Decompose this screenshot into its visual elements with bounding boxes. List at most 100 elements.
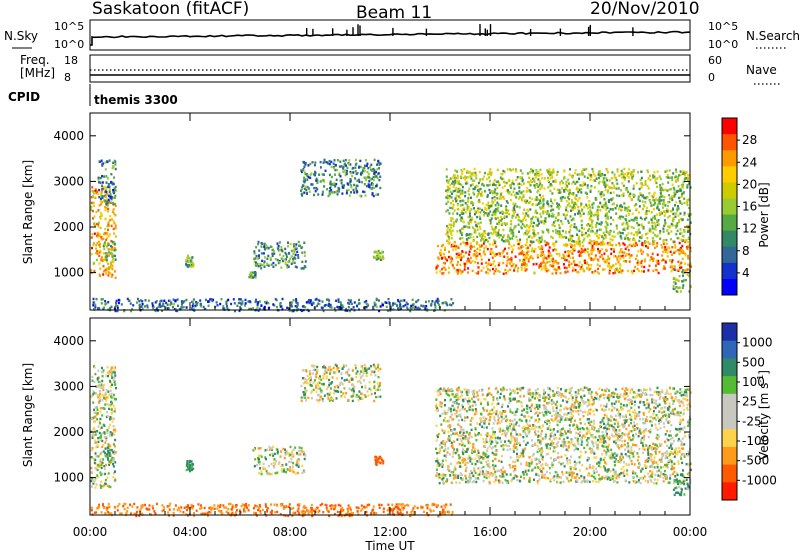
range-cell <box>619 264 622 267</box>
range-cell <box>579 204 582 208</box>
range-cell <box>117 301 120 305</box>
range-cell <box>558 226 561 230</box>
range-cell <box>488 188 491 192</box>
range-cell <box>437 257 440 261</box>
range-cell <box>537 202 540 205</box>
range-cell <box>668 197 671 200</box>
range-cell <box>621 182 624 185</box>
range-cell <box>592 173 595 176</box>
range-cell <box>589 267 592 270</box>
range-cell <box>329 182 331 185</box>
range-cell <box>494 208 497 211</box>
scatter-blob <box>300 363 382 403</box>
range-cell <box>487 233 490 236</box>
range-cell <box>597 236 600 240</box>
range-cell <box>97 221 100 224</box>
range-cell <box>96 476 99 479</box>
range-cell <box>285 253 288 256</box>
range-cell <box>633 403 636 407</box>
range-cell <box>98 243 101 247</box>
range-cell <box>114 185 117 189</box>
range-cell <box>456 212 459 215</box>
nsky-panel <box>89 19 691 51</box>
range-cell <box>591 230 594 233</box>
range-cell <box>336 168 339 172</box>
range-cell <box>107 426 110 429</box>
range-cell <box>469 218 472 221</box>
range-cell <box>108 407 111 411</box>
range-cell <box>405 301 408 304</box>
range-cell <box>582 233 585 236</box>
range-cell <box>513 187 516 190</box>
range-cell <box>104 435 107 439</box>
range-cell <box>603 252 606 255</box>
range-cell <box>574 182 577 185</box>
range-cell <box>477 181 480 185</box>
range-cell <box>658 201 661 205</box>
nsky-right-top: 10^5 <box>708 20 738 33</box>
range-cell <box>670 195 673 198</box>
range-cell <box>656 262 659 265</box>
range-cell <box>487 212 490 215</box>
range-cell <box>138 300 141 303</box>
range-cell <box>612 272 615 275</box>
range-cell <box>191 463 194 466</box>
range-cell <box>115 304 117 307</box>
range-cell <box>644 233 647 236</box>
range-cell <box>102 395 105 398</box>
range-cell <box>317 387 320 390</box>
range-cell <box>176 298 179 301</box>
range-cell <box>300 396 303 399</box>
range-cell <box>552 221 555 224</box>
range-cell <box>460 253 463 256</box>
range-cell <box>463 262 466 266</box>
range-cell <box>112 449 115 453</box>
range-cell <box>327 385 330 389</box>
range-cell <box>671 265 674 268</box>
range-cell <box>96 252 99 255</box>
range-cell <box>94 188 97 191</box>
range-cell <box>314 161 317 164</box>
range-cell <box>455 252 458 256</box>
range-cell <box>486 194 489 197</box>
range-cell <box>588 203 591 207</box>
range-cell <box>258 457 260 461</box>
range-cell <box>494 269 497 273</box>
range-cell <box>456 190 459 193</box>
range-cell <box>605 221 608 225</box>
range-cell <box>301 169 304 172</box>
range-cell <box>495 217 497 221</box>
range-cell <box>289 445 292 449</box>
range-cell <box>108 190 111 193</box>
range-cell <box>559 191 562 194</box>
range-cell <box>613 184 615 187</box>
range-cell <box>433 303 436 306</box>
range-cell <box>567 221 570 224</box>
range-cell <box>114 163 117 166</box>
range-cell <box>590 264 593 267</box>
range-cell <box>92 390 95 393</box>
range-cell <box>282 470 285 473</box>
range-cell <box>257 240 260 244</box>
range-cell <box>505 181 508 185</box>
range-cell <box>450 233 453 236</box>
range-cell <box>96 235 99 239</box>
range-cell <box>659 230 662 233</box>
range-cell <box>455 200 458 203</box>
range-cell <box>107 472 110 475</box>
range-cell <box>342 170 345 174</box>
range-cell <box>340 304 343 307</box>
range-cell <box>96 445 99 448</box>
range-cell <box>107 254 110 257</box>
range-cell <box>668 481 671 484</box>
range-cell <box>473 253 476 256</box>
range-cell <box>527 209 530 213</box>
range-cell <box>98 254 101 257</box>
nsearch-label: N.Search <box>746 29 800 43</box>
range-cell <box>112 396 115 399</box>
range-cell <box>538 180 541 183</box>
range-cell <box>632 226 635 230</box>
range-cell <box>275 460 278 463</box>
range-cell <box>312 381 315 384</box>
range-cell <box>367 176 370 179</box>
